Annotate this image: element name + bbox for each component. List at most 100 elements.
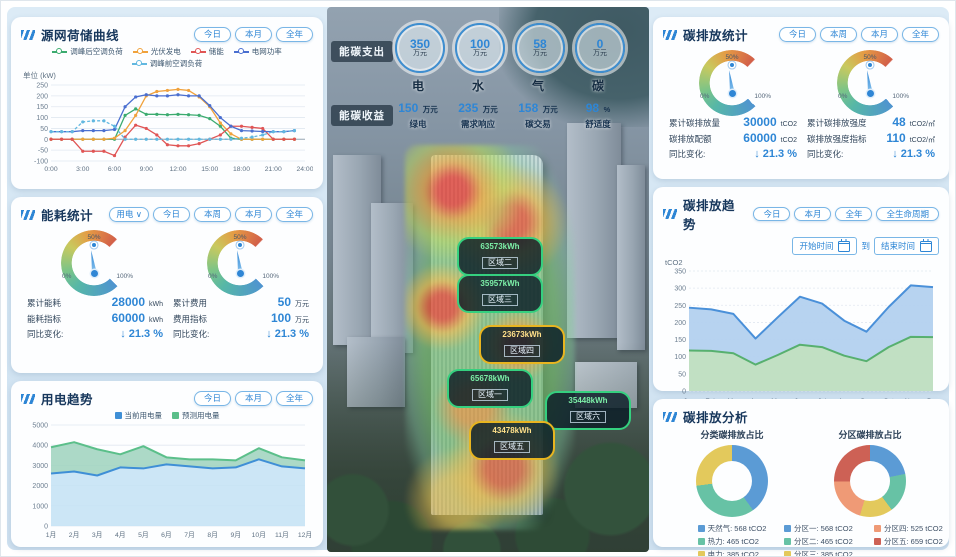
donut-legend-item[interactable]: 电力: 385 tCO2 bbox=[697, 549, 767, 556]
donut-legend-item[interactable]: 分区一: 568 tCO2 bbox=[784, 523, 866, 534]
range-button-year[interactable]: 全年 bbox=[275, 207, 313, 222]
range-button-today[interactable]: 今日 bbox=[753, 206, 791, 222]
range-button-week[interactable]: 本周 bbox=[819, 27, 857, 42]
legend-item[interactable]: 电网功率 bbox=[233, 46, 282, 57]
legend-item[interactable]: 当前用电量 bbox=[114, 410, 162, 421]
legend-item[interactable]: 光伏发电 bbox=[132, 46, 181, 57]
range-button-today[interactable]: 今日 bbox=[778, 27, 816, 42]
svg-text:18:00: 18:00 bbox=[233, 166, 250, 173]
date-range-to-label: 到 bbox=[861, 241, 870, 251]
stat-label: 费用指标 bbox=[173, 314, 208, 324]
stat-label: 同比变化: bbox=[807, 148, 844, 159]
range-button-year[interactable]: 全年 bbox=[835, 206, 873, 222]
income-unit: % bbox=[603, 105, 611, 114]
range-button-today[interactable]: 今日 bbox=[152, 207, 190, 222]
expense-value: 0 bbox=[596, 36, 604, 51]
power-trend-legend: 当前用电量 预测用电量 bbox=[21, 410, 313, 421]
legend-item[interactable]: 调峰后空调负荷 bbox=[52, 46, 123, 57]
range-button-month[interactable]: 本月 bbox=[234, 391, 272, 406]
income-value: 158 bbox=[518, 101, 539, 115]
end-date-picker[interactable]: 结束时间 bbox=[873, 237, 939, 255]
legend-marker-icon bbox=[52, 48, 68, 54]
region-marker[interactable]: 23673kWh 区域四 bbox=[479, 325, 565, 364]
legend-marker-icon bbox=[136, 48, 143, 54]
panel-bars-icon bbox=[663, 29, 677, 40]
start-date-label: 开始时间 bbox=[799, 241, 834, 251]
range-button-today[interactable]: 今日 bbox=[193, 391, 231, 406]
donut-legend-item[interactable]: 分区三: 385 tCO2 bbox=[784, 549, 866, 557]
legend-item[interactable]: 调峰前空调负荷 bbox=[131, 58, 202, 69]
energy-type-dropdown[interactable]: 用电 ∨ bbox=[109, 207, 149, 222]
legend-marker-icon bbox=[132, 48, 148, 54]
svg-text:6月: 6月 bbox=[161, 531, 172, 539]
donut-legend-label: 天然气: 568 tCO2 bbox=[707, 524, 767, 533]
panel-carbon-stats: 碳排放统计 今日 本周 本月 全年 50% 0% 100% bbox=[653, 17, 949, 179]
expense-category: 电 bbox=[411, 79, 424, 93]
legend-label: 调峰后空调负荷 bbox=[70, 47, 123, 56]
svg-text:12:00: 12:00 bbox=[169, 166, 186, 173]
yoy-change-value: ↓ 21.3 % bbox=[266, 327, 309, 340]
donut-legend-item[interactable]: 天然气: 568 tCO2 bbox=[697, 523, 767, 534]
region-marker[interactable]: 43478kWh 区域五 bbox=[469, 421, 555, 460]
svg-text:11月: 11月 bbox=[275, 531, 289, 539]
legend-item[interactable]: 预测用电量 bbox=[172, 410, 220, 421]
donut-legend-item[interactable]: 分区四: 525 tCO2 bbox=[874, 523, 955, 534]
svg-text:0: 0 bbox=[44, 137, 48, 144]
expense-badge-water: 100 万元 bbox=[455, 23, 505, 73]
income-label: 绿电 bbox=[409, 119, 427, 129]
gauge-pin-icon bbox=[730, 63, 734, 67]
region-name: 区域二 bbox=[482, 256, 518, 270]
svg-text:150: 150 bbox=[674, 337, 686, 344]
stat-unit: tCO2 bbox=[780, 137, 797, 144]
stat-unit: 万元 bbox=[295, 300, 309, 308]
legend-marker-icon bbox=[190, 48, 206, 54]
stat-unit: kWh bbox=[149, 317, 163, 324]
panel-title: 碳排放统计 bbox=[683, 29, 749, 43]
stat-unit: tCO2/㎡ bbox=[909, 137, 935, 144]
range-button-year[interactable]: 全年 bbox=[275, 391, 313, 406]
svg-text:15:00: 15:00 bbox=[201, 166, 218, 173]
range-button-today[interactable]: 今日 bbox=[193, 27, 231, 42]
region-marker[interactable]: 65678kWh 区域一 bbox=[447, 369, 533, 408]
range-button-lifecycle[interactable]: 全生命周期 bbox=[876, 206, 939, 222]
panel-title: 用电趋势 bbox=[41, 393, 94, 407]
range-button-month[interactable]: 本月 bbox=[234, 207, 272, 222]
range-button-year[interactable]: 全年 bbox=[901, 27, 939, 42]
donut-legend-item[interactable]: 热力: 465 tCO2 bbox=[697, 536, 767, 547]
stat-value: 30000 bbox=[743, 114, 777, 129]
range-button-year[interactable]: 全年 bbox=[275, 27, 313, 42]
panel-bars-icon bbox=[21, 393, 35, 404]
svg-text:21:00: 21:00 bbox=[265, 166, 282, 173]
region-marker[interactable]: 35448kWh 区域六 bbox=[545, 391, 631, 430]
range-button-month[interactable]: 本月 bbox=[234, 27, 272, 42]
range-button-month[interactable]: 本月 bbox=[860, 27, 898, 42]
gauge-max-tick: 100% bbox=[892, 93, 909, 100]
income-label: 舒适度 bbox=[585, 119, 611, 129]
svg-text:200: 200 bbox=[674, 320, 686, 327]
legend-marker-icon bbox=[784, 525, 791, 532]
donut-legend-label: 分区三: 385 tCO2 bbox=[794, 550, 853, 557]
panel-bars-icon bbox=[663, 209, 677, 219]
panel-bars-icon bbox=[663, 411, 677, 422]
svg-text:1月: 1月 bbox=[46, 531, 57, 539]
carbon-trend-area-chart: 350300250200150100500JanFebMarAprMayJunJ… bbox=[663, 267, 939, 410]
donut-hole bbox=[850, 461, 890, 501]
svg-text:7月: 7月 bbox=[184, 531, 195, 539]
range-button-week[interactable]: 本周 bbox=[193, 207, 231, 222]
range-button-month[interactable]: 本月 bbox=[794, 206, 832, 222]
y-axis-unit-label: tCO2 bbox=[665, 258, 683, 267]
region-energy-value: 23673kWh bbox=[502, 330, 542, 339]
legend-marker-icon bbox=[233, 48, 249, 54]
donut-legend-item[interactable]: 分区二: 465 tCO2 bbox=[784, 536, 866, 547]
region-energy-value: 35448kWh bbox=[568, 396, 608, 405]
legend-item[interactable]: 储能 bbox=[190, 46, 224, 57]
donut-legend-item[interactable]: 分区五: 659 tCO2 bbox=[874, 536, 955, 547]
region-marker[interactable]: 63573kWh 区域二 bbox=[457, 237, 543, 276]
donut-legend-label: 分区五: 659 tCO2 bbox=[884, 537, 943, 546]
start-date-picker[interactable]: 开始时间 bbox=[792, 237, 858, 255]
region-marker[interactable]: 35957kWh 区域三 bbox=[457, 274, 543, 313]
gauge-top-tick: 50% bbox=[725, 54, 739, 61]
stat-value: 48 bbox=[892, 114, 906, 129]
stat-value: 50 bbox=[277, 294, 291, 309]
svg-text:5000: 5000 bbox=[32, 423, 48, 430]
